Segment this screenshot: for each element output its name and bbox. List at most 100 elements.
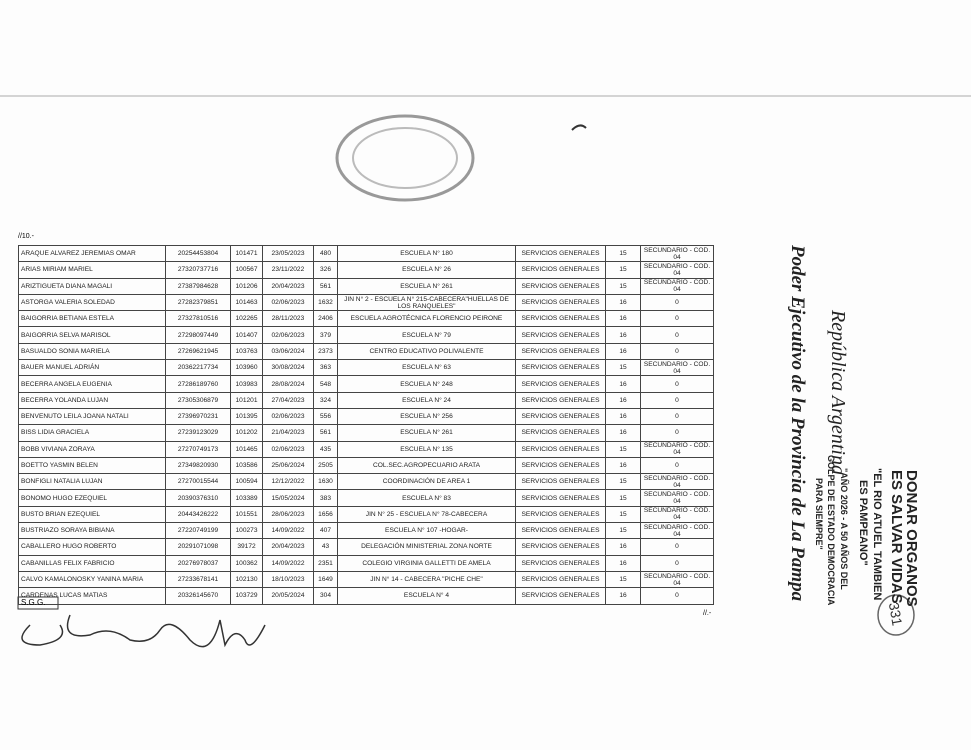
cuil-cell: 27282379851 [165,293,231,312]
category-cell: 16 [605,587,641,605]
row: ARIZTIGUETA DIANA MAGALI 27387984628 10120… [18,277,714,295]
category-cell: 16 [605,326,641,344]
date-cell: 20/04/2023 [262,277,314,295]
date-cell: 25/06/2024 [262,456,314,475]
level-cell: SECUNDARIO - COD. 04 [640,505,714,524]
category-cell: 16 [605,554,641,572]
level-cell: SECUNDARIO - COD. 04 [640,473,714,491]
institution-cell: ESCUELA N° 107 -HOGAR- [337,522,516,540]
area-cell: SERVICIOS GENERALES [515,424,606,442]
name-cell: ASTORGA VALERIA SOLEDAD [18,293,166,312]
name-cell: CALVO KAMALONOSKY YANINA MARIA [18,570,166,589]
institution-cell: ESCUELA N° 261 [337,424,516,442]
level-cell: 0 [640,375,714,393]
code-cell: 2373 [313,342,338,361]
date-cell: 18/10/2023 [262,570,314,589]
stamp-line: DONAR ORGANOS [903,470,920,607]
name-cell: BAIGORRIA BETIANA ESTELA [18,310,166,328]
legajo-cell: 101395 [230,407,263,426]
name-cell: ARIAS MIRIAM MARIEL [18,261,166,279]
level-cell: SECUNDARIO - COD. 04 [640,489,714,507]
level-cell: 0 [640,554,714,572]
row: ARAQUE ALVAREZ JEREMIAS OMAR 20254453804 1… [18,244,714,263]
code-cell: 548 [313,375,338,393]
area-cell: SERVICIOS GENERALES [515,473,606,491]
name-cell: BONOMO HUGO EZEQUIEL [18,489,166,507]
level-cell: 0 [640,407,714,426]
stamp-line: PARA SIEMPRE" [814,478,824,550]
level-cell: 0 [640,456,714,475]
area-cell: SERVICIOS GENERALES [515,293,606,312]
name-cell: ARIZTIGUETA DIANA MAGALI [18,277,166,295]
name-cell: BECERRA ANGELA EUGENIA [18,375,166,393]
institution-cell: ESCUELA N° 79 [337,326,516,344]
date-cell: 23/11/2022 [262,261,314,279]
row: BOBB VIVIANA ZORAYA 27270749173 101465 02/0… [18,440,714,458]
legajo-cell: 103960 [230,359,263,377]
name-cell: BASUALDO SONIA MARIELA [18,342,166,361]
code-cell: 480 [313,244,338,263]
code-cell: 2406 [313,310,338,328]
code-cell: 561 [313,424,338,442]
row: BECERRA ANGELA EUGENIA 27286189760 103983 2… [18,375,714,393]
code-cell: 363 [313,359,338,377]
date-cell: 12/12/2022 [262,473,314,491]
legajo-cell: 100594 [230,473,263,491]
legajo-cell: 101551 [230,505,263,524]
cuil-cell: 27270749173 [165,440,231,458]
institution-cell: ESCUELA N° 4 [337,587,516,605]
legajo-cell: 103763 [230,342,263,361]
category-cell: 16 [605,293,641,312]
category-cell: 16 [605,424,641,442]
stamp-line: GOLPE DE ESTADO DEMOCRACIA [826,455,836,606]
row: BOETTO YASMIN BELEN 27349820930 103586 25/0… [18,456,714,475]
mark [571,124,587,131]
category-cell: 15 [605,244,641,263]
legajo-cell: 39172 [230,538,263,556]
code-cell: 556 [313,407,338,426]
date-cell: 02/06/2023 [262,440,314,458]
code-cell: 1632 [313,293,338,312]
legajo-cell: 101407 [230,326,263,344]
cuil-cell: 27305306879 [165,391,231,409]
row: CABANILLAS FELIX FABRICIO 20276978037 1003… [18,554,714,572]
institution-cell: JIN N° 25 - ESCUELA N° 78-CABECERA [337,505,516,524]
legajo-cell: 100362 [230,554,263,572]
row: BAIGORRIA SELVA MARISOL 27298097449 101407… [18,326,714,344]
institution-cell: ESCUELA N° 180 [337,244,516,263]
cuil-cell: 27239123029 [165,424,231,442]
category-cell: 16 [605,391,641,409]
level-cell: 0 [640,293,714,312]
institution-cell: ESCUELA N° 24 [337,391,516,409]
institution-cell: CENTRO EDUCATIVO POLIVALENTE [337,342,516,361]
institution-cell: ESCUELA N° 26 [337,261,516,279]
legajo-cell: 100273 [230,522,263,540]
level-cell: SECUNDARIO - COD. 04 [640,261,714,279]
level-cell: 0 [640,538,714,556]
level-cell: 0 [640,391,714,409]
name-cell: ARAQUE ALVAREZ JEREMIAS OMAR [18,244,166,263]
row: ASTORGA VALERIA SOLEDAD 27282379851 101463… [18,293,714,312]
category-cell: 15 [605,440,641,458]
code-cell: 383 [313,489,338,507]
row: BUSTO BRIAN EZEQUIEL 20443426222 101551 28/… [18,505,714,524]
cuil-cell: 27269621945 [165,342,231,361]
category-cell: 16 [605,310,641,328]
category-cell: 15 [605,277,641,295]
date-cell: 28/06/2023 [262,505,314,524]
level-cell: SECUNDARIO - COD. 04 [640,277,714,295]
legajo-cell: 101465 [230,440,263,458]
seal [335,114,475,202]
area-cell: SERVICIOS GENERALES [515,489,606,507]
code-cell: 1649 [313,570,338,589]
legajo-cell: 103586 [230,456,263,475]
folio-circle [877,594,915,636]
area-cell: SERVICIOS GENERALES [515,244,606,263]
category-cell: 15 [605,522,641,540]
institution-cell: ESCUELA AGROTÉCNICA FLORENCIO PEIRONE [337,310,516,328]
cuil-cell: 27349820930 [165,456,231,475]
category-cell: 15 [605,359,641,377]
area-cell: SERVICIOS GENERALES [515,375,606,393]
